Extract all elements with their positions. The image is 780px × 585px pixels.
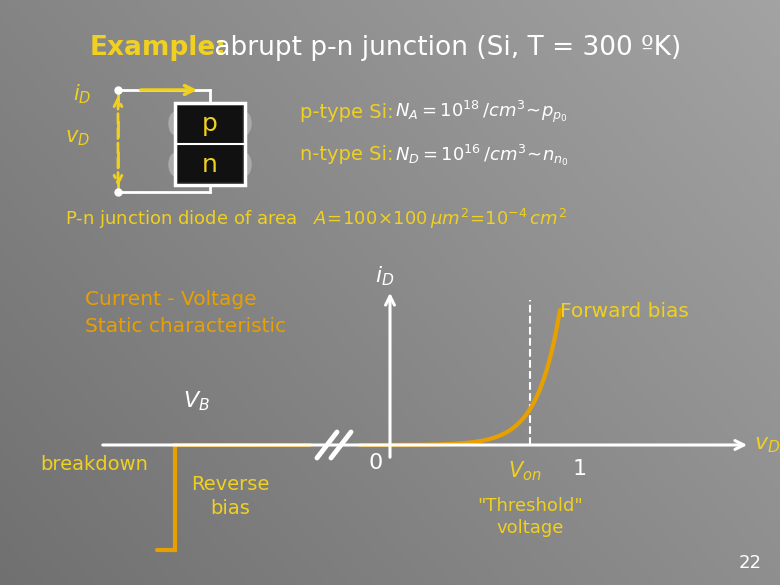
Text: 0: 0: [369, 453, 383, 473]
Ellipse shape: [239, 112, 251, 135]
Text: $V_{on}$: $V_{on}$: [509, 459, 542, 483]
Text: p-type Si:: p-type Si:: [300, 102, 394, 122]
Text: 22: 22: [739, 554, 762, 572]
Ellipse shape: [239, 153, 251, 176]
Text: n-type Si:: n-type Si:: [300, 146, 393, 164]
Text: Reverse
bias: Reverse bias: [191, 475, 269, 518]
Text: $v_D$: $v_D$: [754, 435, 780, 455]
Text: $V_B$: $V_B$: [183, 390, 210, 413]
Text: p: p: [202, 112, 218, 136]
Text: abrupt p-n junction (Si, T = 300 ºK): abrupt p-n junction (Si, T = 300 ºK): [206, 35, 681, 61]
Text: Current - Voltage
Static characteristic: Current - Voltage Static characteristic: [85, 290, 286, 336]
Text: $v_D$: $v_D$: [65, 128, 90, 148]
Ellipse shape: [169, 153, 181, 176]
Text: 1: 1: [573, 459, 587, 479]
Text: Example:: Example:: [90, 35, 227, 61]
Bar: [175, 103, 245, 185]
Text: $N_D = 10^{16}\,/cm^3\!\sim\!n_{n_0}$: $N_D = 10^{16}\,/cm^3\!\sim\!n_{n_0}$: [395, 142, 569, 167]
Text: $i_D$: $i_D$: [73, 82, 91, 106]
Bar: [178, 106, 242, 144]
Text: P-n junction diode of area   $A\!=\!100\!\times\!100\,\mu m^2\!=\!10^{-4}\,cm^2$: P-n junction diode of area $A\!=\!100\!\…: [65, 207, 567, 231]
Text: $N_A = 10^{18}\,/cm^3\!\sim\!p_{p_0}$: $N_A = 10^{18}\,/cm^3\!\sim\!p_{p_0}$: [395, 99, 568, 125]
Text: breakdown: breakdown: [40, 455, 148, 474]
Ellipse shape: [169, 112, 181, 135]
Text: Forward bias: Forward bias: [560, 302, 689, 321]
Text: n: n: [202, 153, 218, 177]
Text: $i_D$: $i_D$: [375, 264, 395, 288]
Text: "Threshold"
voltage: "Threshold" voltage: [477, 497, 583, 537]
Bar: [178, 145, 242, 182]
